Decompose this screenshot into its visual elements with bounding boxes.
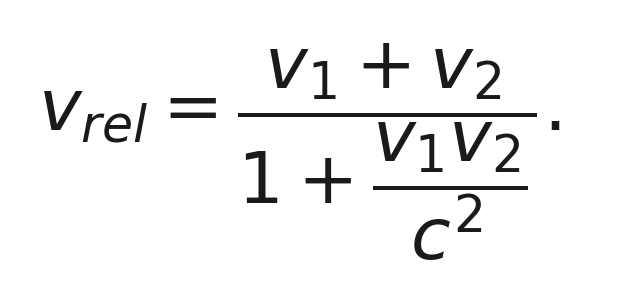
Text: $v_{rel} = \dfrac{v_1 + v_2}{1 + \dfrac{v_1 v_2}{c^2}}.$: $v_{rel} = \dfrac{v_1 + v_2}{1 + \dfrac{… [38,41,561,263]
